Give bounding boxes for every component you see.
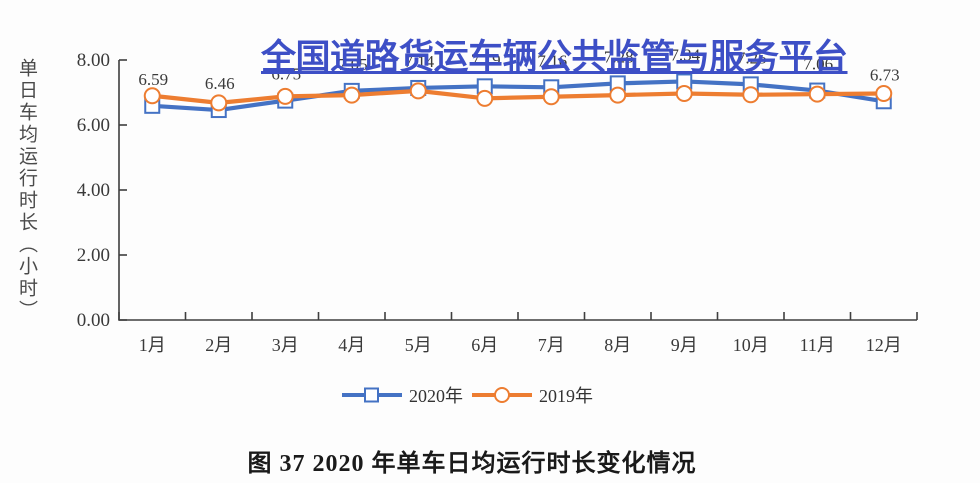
y-tick-label: 6.00 (77, 115, 110, 136)
x-tick-label: 10月 (733, 335, 769, 355)
chart-area: 8.00 6.00 4.00 2.00 0.00 1月 2月 3月 4月 5月 6月 7月 8月 9月 10… (16, 38, 918, 355)
line-chart: 8.00 6.00 4.00 2.00 0.00 1月 2月 3月 4月 5月 6月 7月 8月 9月 10… (77, 45, 918, 355)
data-label: 6.46 (205, 74, 235, 93)
marker-circle (409, 82, 427, 100)
marker-circle (675, 84, 693, 102)
x-tick-label: 7月 (538, 335, 565, 355)
y-tick-label: 0.00 (77, 310, 110, 331)
watermark-title: 全国道路货运车辆公共监管与服务平台 (261, 38, 848, 77)
marker-circle (875, 84, 893, 102)
data-label: 6.59 (138, 70, 168, 89)
legend-item-2019: 2019年 (471, 382, 593, 408)
marker-circle (210, 94, 228, 112)
data-label: 7.28 (604, 47, 634, 66)
x-tick-label: 6月 (471, 335, 498, 355)
legend-item-2020: 2020年 (341, 382, 463, 408)
data-label: 6.73 (870, 65, 900, 84)
marker-circle (742, 86, 760, 104)
y-tick-label: 4.00 (77, 180, 110, 201)
x-tick-label: 12月 (866, 335, 902, 355)
data-label: 7.16 (537, 51, 567, 70)
x-tick-label: 5月 (405, 335, 432, 355)
y-tick-label: 2.00 (77, 245, 110, 266)
data-label: 7.06 (803, 55, 833, 74)
marker-circle (143, 87, 161, 105)
data-label: 6.75 (271, 65, 301, 84)
legend-swatch-2020-line-square-icon (342, 387, 402, 403)
data-label: 7.25 (737, 48, 767, 67)
series-line-2020年 (152, 79, 885, 113)
legend-label-2019: 2019年 (539, 386, 593, 406)
data-label: 7.19 (471, 50, 501, 69)
legend-label-2020: 2020年 (409, 386, 463, 406)
marker-circle (343, 86, 361, 104)
chart-legend: 2020年 2019年 (0, 382, 934, 408)
x-tick-label: 11月 (800, 335, 835, 355)
x-tick-label: 4月 (338, 335, 365, 355)
marker-circle (276, 87, 294, 105)
x-tick-label: 2月 (205, 335, 232, 355)
marker-circle (808, 85, 826, 103)
legend-swatch-2019-line-circle-icon (472, 387, 532, 403)
figure-caption: 图 37 2020 年单车日均运行时长变化情况 (247, 451, 697, 477)
y-axis-title: 单日车均运行时长（小时） (16, 58, 37, 322)
data-label: 7.14 (404, 52, 434, 71)
x-tick-label: 3月 (272, 335, 299, 355)
marker-circle (542, 88, 560, 106)
marker-circle (476, 89, 494, 107)
x-tick-label: 8月 (604, 335, 631, 355)
y-tick-label: 8.00 (77, 50, 110, 71)
x-tick-label: 1月 (139, 335, 166, 355)
marker-circle (609, 86, 627, 104)
data-label: 7.34 (670, 45, 700, 64)
data-label: 7.05 (338, 55, 368, 74)
x-tick-label: 9月 (671, 335, 698, 355)
series-line-2019年 (152, 88, 884, 106)
